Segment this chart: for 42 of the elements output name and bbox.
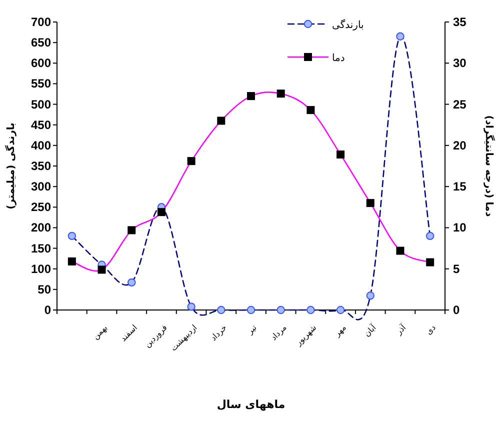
y-tick-label: 50 bbox=[38, 282, 52, 296]
y-tick-label: 400 bbox=[30, 138, 52, 152]
legend-item: بارندگی bbox=[287, 20, 364, 31]
y2-tick-label: 25 bbox=[453, 97, 467, 112]
y-tick-label: 100 bbox=[30, 262, 52, 276]
x-tick-label: فروردین bbox=[142, 322, 169, 350]
y-tick-label: 600 bbox=[30, 56, 52, 70]
x-axis-title: ماههای سال bbox=[216, 398, 286, 411]
legend-label: بارندگی bbox=[332, 19, 364, 31]
y-tick-label: 200 bbox=[30, 220, 52, 235]
x-tick-label: اردیبهشت bbox=[169, 323, 199, 353]
y2-tick-label: 10 bbox=[453, 220, 467, 235]
x-tick-label: اسفند bbox=[118, 323, 140, 344]
x-tick-label: بهمن bbox=[91, 323, 110, 342]
y2-tick-label: 0 bbox=[453, 303, 460, 317]
y2-tick-label: 15 bbox=[453, 180, 467, 194]
x-tick-label: دی bbox=[424, 322, 438, 336]
x-tick-label: مهر bbox=[332, 323, 348, 339]
y2-axis-title: دما (درجه سانتیگراد) bbox=[483, 115, 496, 217]
x-tick-label: خرداد bbox=[208, 323, 229, 343]
y-tick-label: 0 bbox=[44, 303, 52, 317]
x-tick-label: آذر bbox=[393, 322, 408, 337]
y2-tick-label: 30 bbox=[453, 56, 467, 70]
y-tick-label: 300 bbox=[30, 180, 52, 194]
y-tick-label: 250 bbox=[30, 200, 52, 214]
y-tick-label: 150 bbox=[30, 241, 52, 256]
y-axis-title: بارندگی (میلیمتر) bbox=[4, 122, 17, 210]
y2-tick-label: 5 bbox=[453, 262, 460, 276]
y2-tick-label: 20 bbox=[453, 138, 467, 152]
x-tick-label: مرداد bbox=[269, 323, 288, 342]
y-tick-label: 500 bbox=[30, 97, 52, 112]
y2-tick-label: 35 bbox=[453, 15, 467, 29]
x-tick-label: شهریور bbox=[293, 322, 318, 348]
legend-item: دما bbox=[287, 53, 345, 64]
y-tick-label: 650 bbox=[30, 36, 52, 50]
y-tick-label: 450 bbox=[30, 118, 52, 132]
x-tick-label: آبان bbox=[362, 322, 378, 338]
y-tick-label: 700 bbox=[30, 15, 52, 29]
y-tick-label: 350 bbox=[30, 159, 52, 173]
x-tick-label: تیر bbox=[244, 323, 258, 337]
y-tick-label: 550 bbox=[30, 76, 52, 91]
legend-label: دما bbox=[332, 53, 345, 64]
